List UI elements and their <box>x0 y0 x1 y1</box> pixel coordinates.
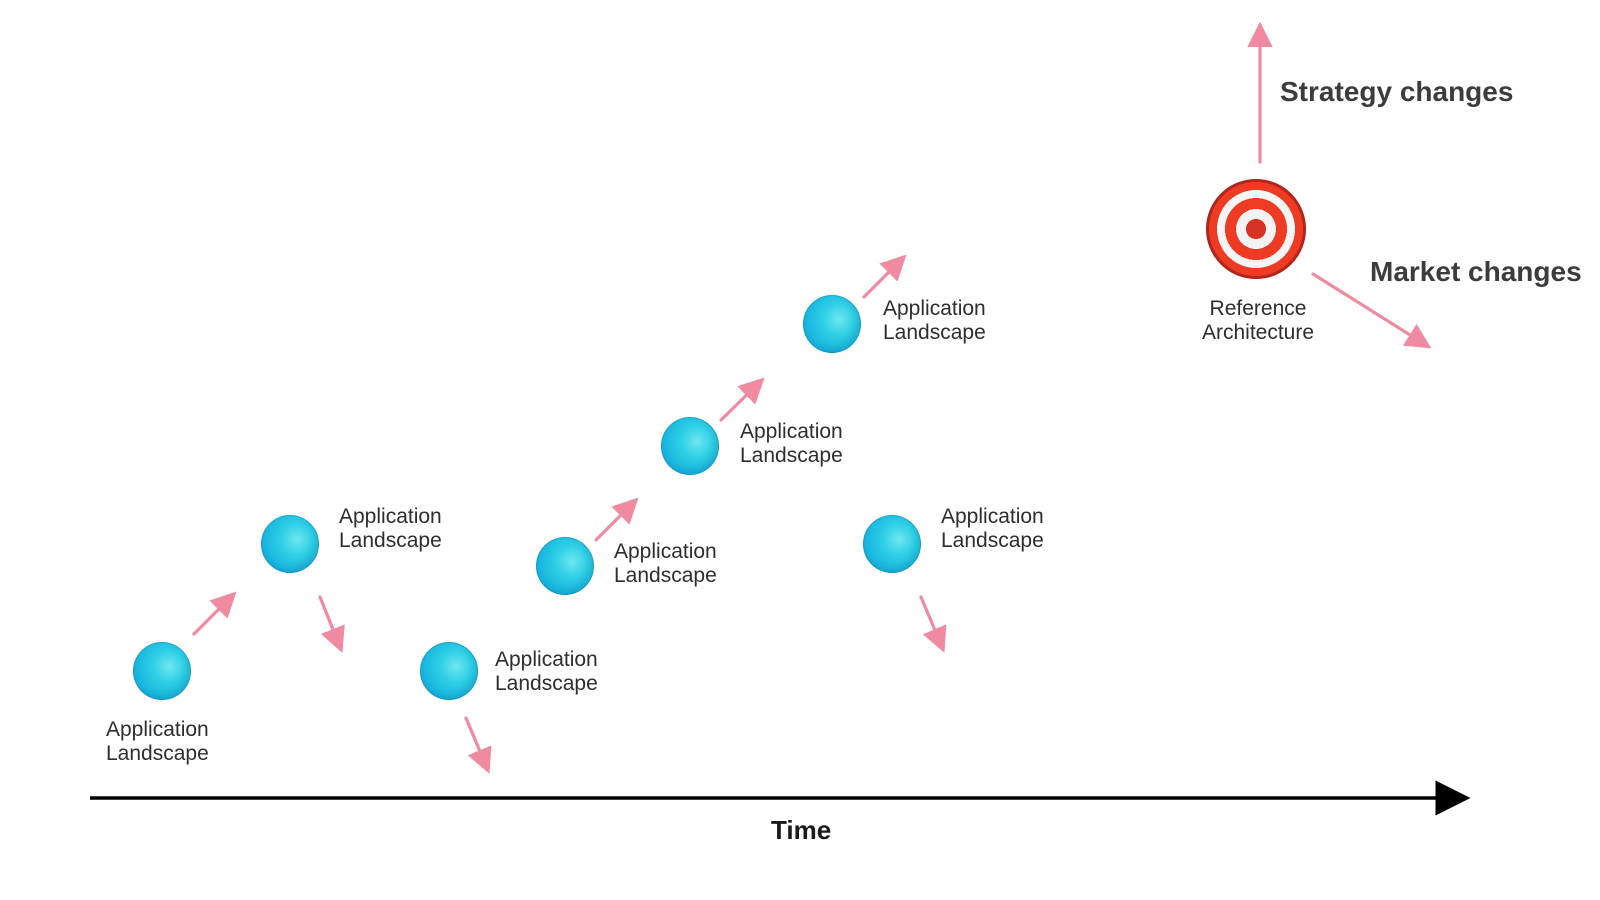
application-landscape-node-6 <box>803 295 861 353</box>
application-landscape-node-1 <box>133 642 191 700</box>
application-landscape-label-1-line-2: Landscape <box>106 742 209 765</box>
target-icon <box>1206 179 1306 279</box>
application-landscape-label-6-line-2: Landscape <box>883 321 986 344</box>
application-landscape-label-3: Application Landscape <box>495 648 598 696</box>
application-landscape-node-5 <box>661 417 719 475</box>
application-landscape-label-7-line-1: Application <box>941 505 1044 528</box>
arrow-up-4 <box>862 254 907 299</box>
arrow-up-1 <box>192 591 237 636</box>
target-icon-rings <box>1206 179 1306 279</box>
application-landscape-label-7: Application Landscape <box>941 505 1044 553</box>
application-landscape-label-1: Application Landscape <box>106 718 209 766</box>
reference-architecture-label: Reference Architecture <box>1188 297 1328 345</box>
application-landscape-node-3 <box>420 642 478 700</box>
application-landscape-label-1-line-1: Application <box>106 718 209 741</box>
arrow-up-3 <box>719 377 765 422</box>
application-landscape-label-4: Application Landscape <box>614 540 717 588</box>
strategy-changes-label: Strategy changes <box>1280 76 1514 107</box>
application-landscape-label-5: Application Landscape <box>740 420 843 468</box>
arrow-up-2 <box>594 497 639 542</box>
market-changes-label: Market changes <box>1370 256 1582 287</box>
reference-architecture-label-line-1: Reference <box>1209 297 1307 320</box>
application-landscape-label-5-line-2: Landscape <box>740 444 843 467</box>
reference-architecture-label-line-2: Architecture <box>1201 321 1315 344</box>
time-axis-label: Time <box>771 815 832 845</box>
application-landscape-label-4-line-2: Landscape <box>614 564 717 587</box>
application-landscape-label-3-line-1: Application <box>495 648 598 671</box>
application-landscape-label-7-line-2: Landscape <box>941 529 1044 552</box>
arrow-down-1 <box>318 595 345 653</box>
arrow-down-3 <box>919 595 947 653</box>
application-landscape-label-5-line-1: Application <box>740 420 843 443</box>
trend-arrows <box>192 21 1432 774</box>
application-landscape-label-3-line-2: Landscape <box>495 672 598 695</box>
application-landscape-node-4 <box>536 537 594 595</box>
application-landscape-label-6-line-1: Application <box>883 297 986 320</box>
application-landscape-label-6: Application Landscape <box>883 297 986 345</box>
application-landscape-label-2-line-2: Landscape <box>339 529 442 552</box>
application-landscape-label-2-line-1: Application <box>339 505 442 528</box>
market-change-arrow <box>1311 272 1432 349</box>
application-landscape-label-2: Application Landscape <box>339 505 442 553</box>
application-landscape-node-7 <box>863 515 921 573</box>
arrow-down-2 <box>464 716 492 774</box>
application-landscape-node-2 <box>261 515 319 573</box>
application-landscape-label-4-line-1: Application <box>614 540 717 563</box>
